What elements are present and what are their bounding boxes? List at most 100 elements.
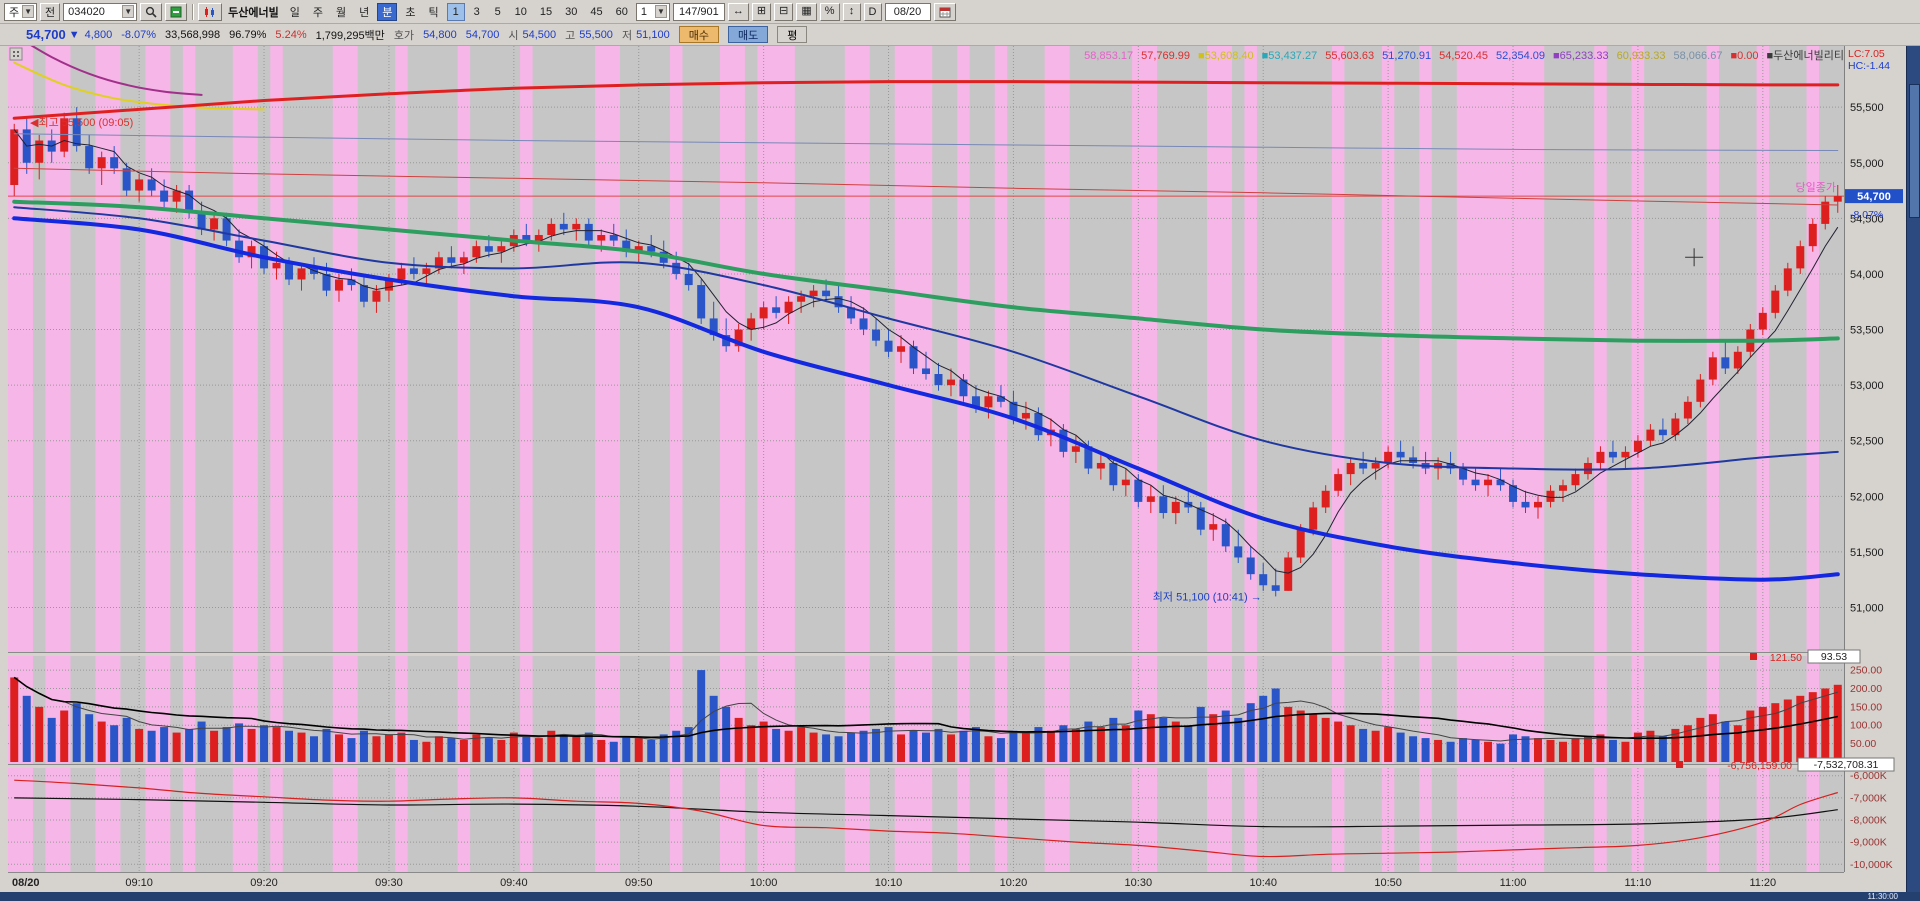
asset-type-combo[interactable]: 주 ▼ [4, 2, 38, 21]
change-value: 4,800 [84, 28, 113, 41]
svg-text:당일종가: 당일종가 [1796, 180, 1836, 194]
svg-text:55,500: 55,500 [1850, 102, 1884, 114]
stock-code-value: 034020 [68, 5, 105, 18]
preset-3min[interactable]: 3 [467, 2, 486, 21]
svg-text:-8.07%: -8.07% [1850, 209, 1883, 221]
chevron-down-icon[interactable]: ▼ [22, 5, 35, 18]
tab-monthly[interactable]: 월 [331, 2, 352, 21]
svg-text:10:20: 10:20 [1000, 877, 1028, 889]
calendar-icon[interactable] [933, 2, 956, 21]
volume-value: 33,568,998 [165, 28, 221, 41]
svg-text:-7,000K: -7,000K [1850, 792, 1887, 804]
ma-yellow [13, 61, 265, 111]
vertical-scrollbar[interactable] [1906, 46, 1920, 892]
grid-icon[interactable]: ▦ [796, 2, 817, 21]
chart-grip-icon [9, 47, 23, 61]
svg-text:52,500: 52,500 [1850, 436, 1884, 448]
ma-blue-thick [12, 216, 1840, 582]
percent-scale-icon[interactable]: % [819, 2, 840, 21]
avg-button[interactable]: 평 [777, 26, 808, 43]
chart-layers: 55,500 55,000 54,500 54,000 53,500 53,000 52,5… [8, 46, 1906, 892]
chart-toolbar: 주 ▼ 전 034020 ▼ 두산에너빌 일 주 월 년 분 초 틱 1 3 5 1… [0, 0, 1920, 24]
stock-info-icon[interactable] [165, 2, 188, 21]
preset-15min[interactable]: 15 [534, 2, 558, 21]
candle-chart-icon[interactable] [198, 2, 223, 21]
indicator-lines [14, 779, 1838, 858]
svg-text:10:30: 10:30 [1125, 877, 1153, 889]
svg-text:51,500: 51,500 [1850, 547, 1884, 559]
svg-text:HC:-1.44: HC:-1.44 [1848, 60, 1890, 72]
asset-type-value: 주 [9, 6, 20, 19]
ask-price: 54,800 [423, 28, 457, 41]
svg-text:11:00: 11:00 [1500, 877, 1527, 889]
zoom-out-icon[interactable]: ⊟ [774, 2, 794, 21]
svg-text:150.00: 150.00 [1850, 701, 1882, 713]
chevron-down-icon[interactable]: ▼ [654, 5, 667, 18]
tab-weekly[interactable]: 주 [307, 2, 329, 21]
ma-purple [30, 46, 203, 96]
low-price: 51,100 [636, 28, 670, 41]
sell-button[interactable]: 매도 [727, 26, 769, 43]
svg-text:09:10: 09:10 [125, 877, 153, 889]
svg-text:08/20: 08/20 [12, 877, 40, 889]
svg-text:-10,000K: -10,000K [1850, 859, 1893, 871]
svg-text:53,000: 53,000 [1850, 380, 1884, 392]
svg-text:93.53: 93.53 [1821, 651, 1847, 663]
svg-text:-8,000K: -8,000K [1850, 815, 1887, 827]
preset-45min[interactable]: 45 [585, 2, 608, 21]
scrollbar-thumb[interactable] [1909, 84, 1920, 218]
session-end-time: 11:30:00 [1867, 892, 1898, 901]
preset-10min[interactable]: 10 [509, 2, 532, 21]
toolbar-divider [192, 3, 194, 20]
preset-30min[interactable]: 30 [560, 2, 583, 21]
jeon-button[interactable]: 전 [40, 2, 61, 21]
stock-name: 두산에너빌 [228, 6, 279, 19]
volume-ratio: 96.79% [229, 28, 267, 41]
ma-navy [13, 206, 1839, 471]
svg-text:10:10: 10:10 [875, 877, 903, 889]
tab-daily[interactable]: 일 [284, 2, 305, 21]
svg-text:-9,000K: -9,000K [1850, 837, 1887, 849]
ma-green-thick [12, 199, 1840, 343]
svg-text:◀최고 55,500 (09:05): ◀최고 55,500 (09:05) [30, 116, 133, 129]
svg-text:51,000: 51,000 [1850, 603, 1884, 615]
chart-canvas[interactable]: 55,500 55,000 54,500 54,000 53,500 53,000 52,5… [8, 46, 1906, 892]
interval-value: 1 [640, 5, 648, 18]
svg-text:53,500: 53,500 [1850, 325, 1884, 337]
svg-text:10:40: 10:40 [1249, 877, 1277, 889]
svg-text:10:00: 10:00 [750, 877, 778, 889]
svg-text:11:10: 11:10 [1625, 877, 1652, 889]
ma-red-thin [13, 167, 1839, 206]
stock-code-input[interactable]: 034020 ▼ [63, 2, 138, 21]
chevron-down-icon[interactable]: ▼ [122, 5, 135, 18]
tab-second[interactable]: 초 [400, 2, 421, 21]
preset-60min[interactable]: 60 [610, 2, 633, 21]
preset-5min[interactable]: 5 [488, 2, 507, 21]
svg-text:-7,532,708.31: -7,532,708.31 [1814, 759, 1879, 771]
status-strip: 11:30:00 [0, 892, 1920, 901]
fit-vertical-icon[interactable]: ↕ [842, 2, 861, 21]
hoga-label: 호가 [393, 29, 415, 42]
date-field[interactable]: 08/20 [884, 2, 931, 21]
tab-minute[interactable]: 분 [377, 2, 398, 21]
svg-text:09:50: 09:50 [625, 877, 653, 889]
pan-icon[interactable]: ↔ [727, 2, 749, 21]
volume-bars [10, 670, 1842, 762]
tab-tick[interactable]: 틱 [423, 2, 444, 21]
zoom-in-icon[interactable]: ⊞ [751, 2, 772, 21]
search-icon[interactable] [140, 2, 163, 21]
interval-spinner[interactable]: 1 ▼ [635, 2, 670, 21]
bid-price: 54,700 [465, 28, 500, 41]
change-arrow-icon: ▼ [68, 28, 80, 41]
change-percent: -8.07% [121, 28, 157, 41]
buy-button[interactable]: 매수 [678, 26, 719, 43]
svg-text:52,000: 52,000 [1850, 491, 1884, 503]
open-label: 시 [508, 29, 519, 42]
trade-amount: 1,799,295백만 [315, 29, 385, 42]
high-label: 고 [565, 29, 576, 42]
preset-1min[interactable]: 1 [446, 2, 465, 21]
day-toggle-button[interactable]: D [863, 2, 882, 21]
tab-yearly[interactable]: 년 [354, 2, 375, 21]
